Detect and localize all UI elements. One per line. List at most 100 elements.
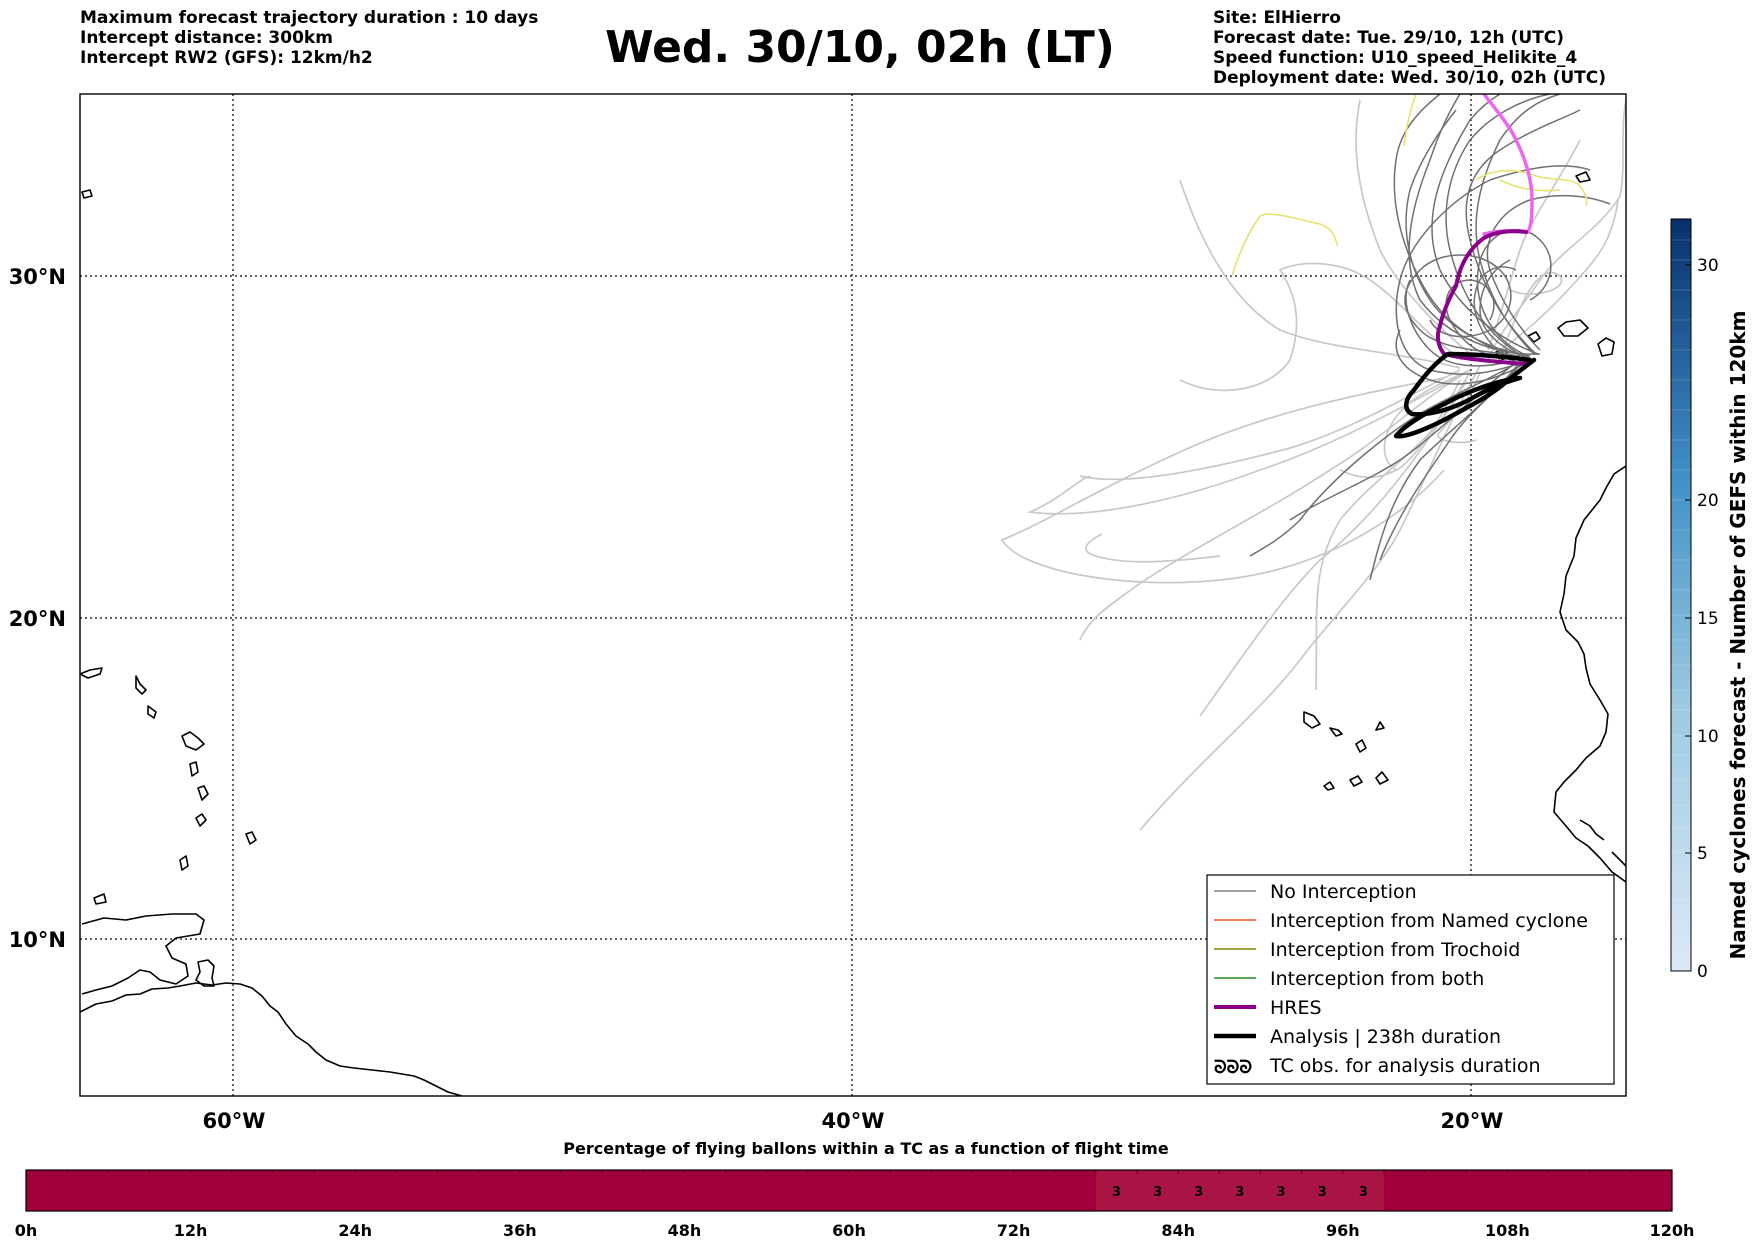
coast-cape-verde-7: [1323, 781, 1335, 791]
timebar-cell: [1589, 1170, 1632, 1211]
coast-canary-gran: [1557, 319, 1589, 337]
coast-cape-verde-3: [1355, 739, 1367, 753]
header-speed-function: Speed function: U10_speed_Helikite_4: [1213, 48, 1578, 68]
timebar-cell: [231, 1170, 274, 1211]
lat-label-20n: 20°N: [9, 607, 66, 631]
timebar-cell: [807, 1170, 850, 1211]
timebar-cell: [519, 1170, 562, 1211]
timebar-cell: [1507, 1170, 1550, 1211]
timebar-value-label: 3: [1359, 1185, 1368, 1200]
trajectories-light: [1000, 99, 1626, 831]
timebar-cell: [1548, 1170, 1591, 1211]
coast-antilles-5: [189, 761, 199, 777]
coast-west-africa-islands: [1579, 819, 1626, 867]
timebar-cell: [1425, 1170, 1467, 1211]
timebar-cell: [972, 1170, 1015, 1211]
timebar-cell: [1219, 1170, 1261, 1211]
coast-antilles-6: [197, 785, 209, 801]
page-title: Wed. 30/10, 02h (LT): [605, 22, 1115, 73]
timebar-cell: [1095, 1170, 1138, 1211]
timebar-tick-label: 48h: [668, 1221, 702, 1240]
timebar-cell: [766, 1170, 809, 1211]
lat-labels: 30°N 20°N 10°N: [9, 265, 66, 952]
timebar-tick-label: 12h: [174, 1221, 208, 1240]
colorbar-gradient: [1670, 218, 1692, 972]
timebar-cell: [890, 1170, 932, 1211]
lon-label-40w: 40°W: [822, 1109, 885, 1133]
header-intercept-distance: Intercept distance: 300km: [80, 28, 333, 48]
colorbar: 0 5 10 15 20 30 Named cyclones forecast …: [1670, 218, 1750, 982]
coast-antilles-1: [80, 667, 103, 679]
header-max-duration: Maximum forecast trajectory duration : 1…: [80, 8, 539, 28]
header-deployment-date: Deployment date: Wed. 30/10, 02h (UTC): [1213, 68, 1607, 88]
legend: No Interception Interception from Named …: [1206, 874, 1615, 1085]
coast-madeira: [1575, 171, 1591, 183]
header-intercept-rw2: Intercept RW2 (GFS): 12km/h2: [80, 48, 373, 68]
analysis-trajectory: [1393, 351, 1537, 439]
timebar-cell: [849, 1170, 891, 1211]
colorbar-bands: [1671, 239, 1691, 951]
timebar-tick-label: 24h: [338, 1221, 372, 1240]
coast-antilles-3: [147, 705, 157, 719]
timebar-value-label: 3: [1318, 1185, 1327, 1200]
colorbar-label: Named cyclones forecast - Number of GEFS…: [1726, 311, 1750, 960]
timebar-cell: [1178, 1170, 1220, 1211]
legend-label-both: Interception from both: [1270, 968, 1484, 990]
coast-canary-lanz: [1527, 331, 1541, 343]
legend-label-no-interception: No Interception: [1270, 881, 1417, 903]
tc-obs-icon: ᘐᘐᘐ: [1214, 1057, 1252, 1078]
coast-cape-verde-2: [1329, 727, 1343, 737]
timebar-tick-label: 60h: [832, 1221, 866, 1240]
coast-antilles-8: [179, 855, 189, 871]
legend-label-trochoid: Interception from Trochoid: [1270, 939, 1520, 961]
coast-cape-verde-4: [1375, 721, 1385, 731]
lat-label-30n: 30°N: [9, 265, 66, 289]
timebar-cell: [1260, 1170, 1303, 1211]
coast-antilles-11: [81, 189, 93, 199]
timebar-cell: [437, 1170, 480, 1211]
timebar-frame: [25, 1169, 1673, 1212]
timebar-cells: 3 3 3 3 3 3 3: [25, 1170, 1673, 1211]
timebar-cell: [602, 1170, 644, 1211]
coast-cape-verde-5: [1349, 775, 1363, 787]
timebar-cell: [1054, 1170, 1097, 1211]
timebar-cell: [1137, 1170, 1179, 1211]
hres-trajectories: [1435, 94, 1534, 366]
lon-label-60w: 60°W: [203, 1109, 266, 1133]
coast-venezuela-north: [81, 913, 205, 995]
legend-label-tc-obs: TC obs. for analysis duration: [1269, 1055, 1541, 1077]
map-frame: [79, 93, 1627, 1097]
coast-cape-verde-1: [1303, 711, 1321, 729]
timebar-cell: [725, 1170, 768, 1211]
coast-antilles-10: [93, 893, 107, 905]
timebar-cell: [684, 1170, 727, 1211]
timebar-cell: [149, 1170, 192, 1211]
coast-antilles-7: [195, 813, 207, 827]
colorbar-tick-15: 15: [1697, 609, 1719, 629]
timebar-tick-label: 36h: [503, 1221, 537, 1240]
timebar-cell: [26, 1170, 68, 1211]
timebar-value-label: 3: [1194, 1185, 1203, 1200]
coastlines: [80, 171, 1626, 1096]
colorbar-tick-10: 10: [1697, 727, 1719, 747]
timebar-cell: [272, 1170, 315, 1211]
colorbar-tick-5: 5: [1697, 844, 1708, 864]
coast-cape-verde-6: [1375, 771, 1389, 785]
timebar-title: Percentage of flying ballons within a TC…: [563, 1139, 1169, 1158]
timebar-tick-label: 84h: [1161, 1221, 1195, 1240]
timebar-cell: [1342, 1170, 1385, 1211]
legend-label-analysis: Analysis | 238h duration: [1270, 1026, 1501, 1048]
coast-antilles-2: [135, 675, 147, 695]
header-right-info: Site: ElHierro Forecast date: Tue. 29/10…: [1213, 8, 1606, 88]
header-site: Site: ElHierro: [1213, 8, 1341, 28]
lon-labels: 60°W 40°W 20°W: [203, 1109, 1504, 1133]
map-panel: 30°N 20°N 10°N 60°W 40°W 20°W No Interce…: [9, 93, 1627, 1133]
timebar-tick-label: 108h: [1485, 1221, 1530, 1240]
colorbar-tick-0: 0: [1697, 962, 1708, 982]
timebar: Percentage of flying ballons within a TC…: [15, 1139, 1695, 1240]
timebar-value-label: 3: [1235, 1185, 1244, 1200]
coast-west-africa: [1553, 465, 1626, 883]
timebar-value-label: 3: [1153, 1185, 1162, 1200]
timebar-cell: [1301, 1170, 1344, 1211]
